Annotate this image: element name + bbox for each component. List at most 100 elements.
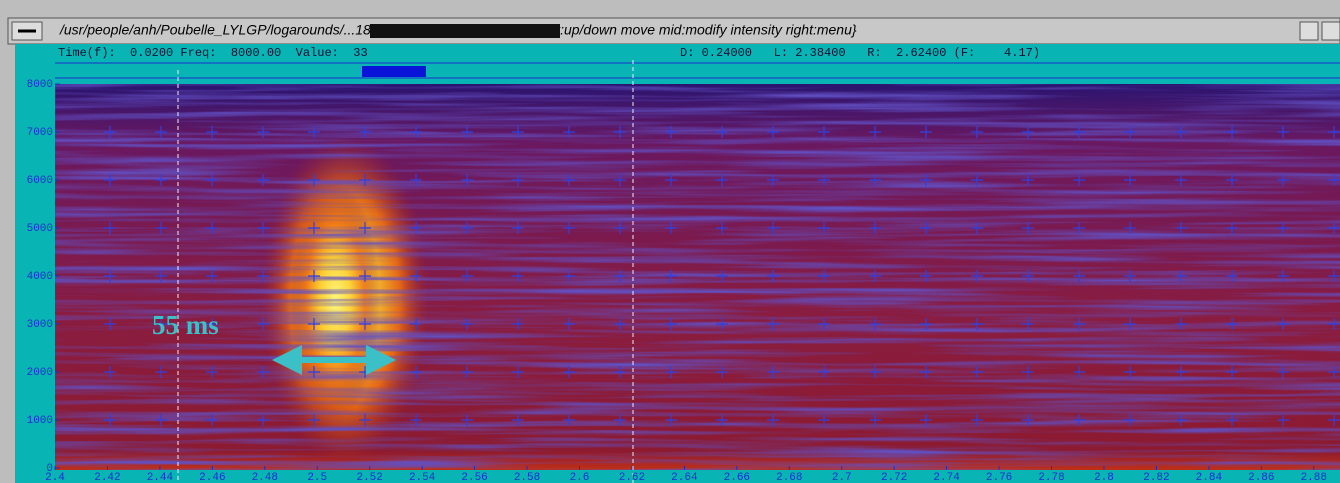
- grid-cross: [1277, 222, 1289, 234]
- grid-cross: [1073, 126, 1085, 138]
- grid-cross: [104, 126, 116, 138]
- x-tick-label: 2.46: [199, 472, 225, 483]
- grid-cross: [767, 366, 779, 378]
- grid-cross: [971, 222, 983, 234]
- grid-cross: [1277, 318, 1289, 330]
- grid-cross: [665, 174, 677, 186]
- y-tick-label: 4000: [27, 271, 53, 283]
- x-tick-label: 2.6: [570, 472, 590, 483]
- grid-cross: [1175, 270, 1187, 282]
- grid-cross: [665, 270, 677, 282]
- grid-cross: [614, 366, 626, 378]
- grid-cross: [920, 366, 932, 378]
- grid-cross: [206, 174, 218, 186]
- maximize-button[interactable]: [1321, 21, 1340, 41]
- grid-cross: [563, 318, 575, 330]
- grid-cross: [461, 318, 473, 330]
- grid-cross: [461, 414, 473, 426]
- grid-cross: [869, 318, 881, 330]
- grid-cross: [1022, 174, 1034, 186]
- redaction: [370, 24, 560, 38]
- grid-cross: [206, 126, 218, 138]
- grid-cross: [716, 270, 728, 282]
- grid-cross: [563, 222, 575, 234]
- grid-cross: [155, 270, 167, 282]
- grid-cross: [1073, 318, 1085, 330]
- grid-cross: [818, 174, 830, 186]
- grid-cross: [869, 270, 881, 282]
- grid-cross: [1124, 126, 1136, 138]
- scroll-thumb[interactable]: [362, 66, 426, 77]
- grid-cross: [665, 414, 677, 426]
- grid-cross: [410, 270, 422, 282]
- grid-cross: [512, 414, 524, 426]
- grid-cross: [308, 414, 320, 426]
- grid-cross: [869, 126, 881, 138]
- grid-cross: [563, 366, 575, 378]
- grid-cross: [1022, 270, 1034, 282]
- grid-cross: [1175, 126, 1187, 138]
- grid-cross: [359, 318, 371, 330]
- grid-cross: [1124, 174, 1136, 186]
- grid-cross: [410, 414, 422, 426]
- grid-cross: [155, 366, 167, 378]
- grid-cross: [614, 414, 626, 426]
- grid-cross: [869, 414, 881, 426]
- grid-cross: [257, 174, 269, 186]
- grid-cross: [818, 366, 830, 378]
- y-tick-label: 1000: [27, 415, 53, 427]
- grid-cross: [1328, 270, 1340, 282]
- grid-cross: [1073, 222, 1085, 234]
- grid-cross: [716, 366, 728, 378]
- grid-cross: [1124, 318, 1136, 330]
- x-tick-label: 2.5: [307, 472, 327, 483]
- grid-cross: [308, 318, 320, 330]
- grid-cross: [410, 366, 422, 378]
- grid-cross: [155, 222, 167, 234]
- grid-cross: [512, 126, 524, 138]
- spectrogram[interactable]: [55, 60, 1340, 483]
- x-tick-label: 2.72: [881, 472, 907, 483]
- grid-cross: [461, 126, 473, 138]
- minimize-button[interactable]: [1299, 21, 1319, 41]
- grid-cross: [767, 318, 779, 330]
- grid-cross: [512, 270, 524, 282]
- grid-cross: [818, 222, 830, 234]
- grid-cross: [206, 270, 218, 282]
- x-tick-label: 2.76: [986, 472, 1012, 483]
- grid-cross: [1328, 318, 1340, 330]
- grid-cross: [767, 414, 779, 426]
- grid-cross: [971, 366, 983, 378]
- grid-cross: [206, 318, 218, 330]
- x-tick-label: 2.84: [1196, 472, 1223, 483]
- grid-cross: [614, 222, 626, 234]
- grid-cross: [767, 222, 779, 234]
- y-tick-label: 2000: [27, 367, 53, 379]
- grid-cross: [767, 174, 779, 186]
- y-tick-label: 5000: [27, 223, 53, 235]
- grid-cross: [920, 270, 932, 282]
- grid-cross: [155, 126, 167, 138]
- grid-cross: [512, 318, 524, 330]
- grid-cross: [716, 126, 728, 138]
- grid-cross: [920, 222, 932, 234]
- grid-cross: [1328, 126, 1340, 138]
- grid-cross: [614, 126, 626, 138]
- grid-cross: [563, 414, 575, 426]
- grid-cross: [1328, 414, 1340, 426]
- grid-cross: [206, 366, 218, 378]
- grid-cross: [1022, 366, 1034, 378]
- grid-cross: [104, 414, 116, 426]
- grid-cross: [665, 222, 677, 234]
- grid-cross: [359, 126, 371, 138]
- x-tick-label: 2.42: [94, 472, 120, 483]
- grid-cross: [308, 270, 320, 282]
- grid-cross: [1226, 270, 1238, 282]
- grid-cross: [818, 126, 830, 138]
- grid-cross: [1175, 318, 1187, 330]
- grid-cross: [308, 174, 320, 186]
- grid-cross: [665, 366, 677, 378]
- grid-cross: [716, 318, 728, 330]
- grid-cross: [818, 414, 830, 426]
